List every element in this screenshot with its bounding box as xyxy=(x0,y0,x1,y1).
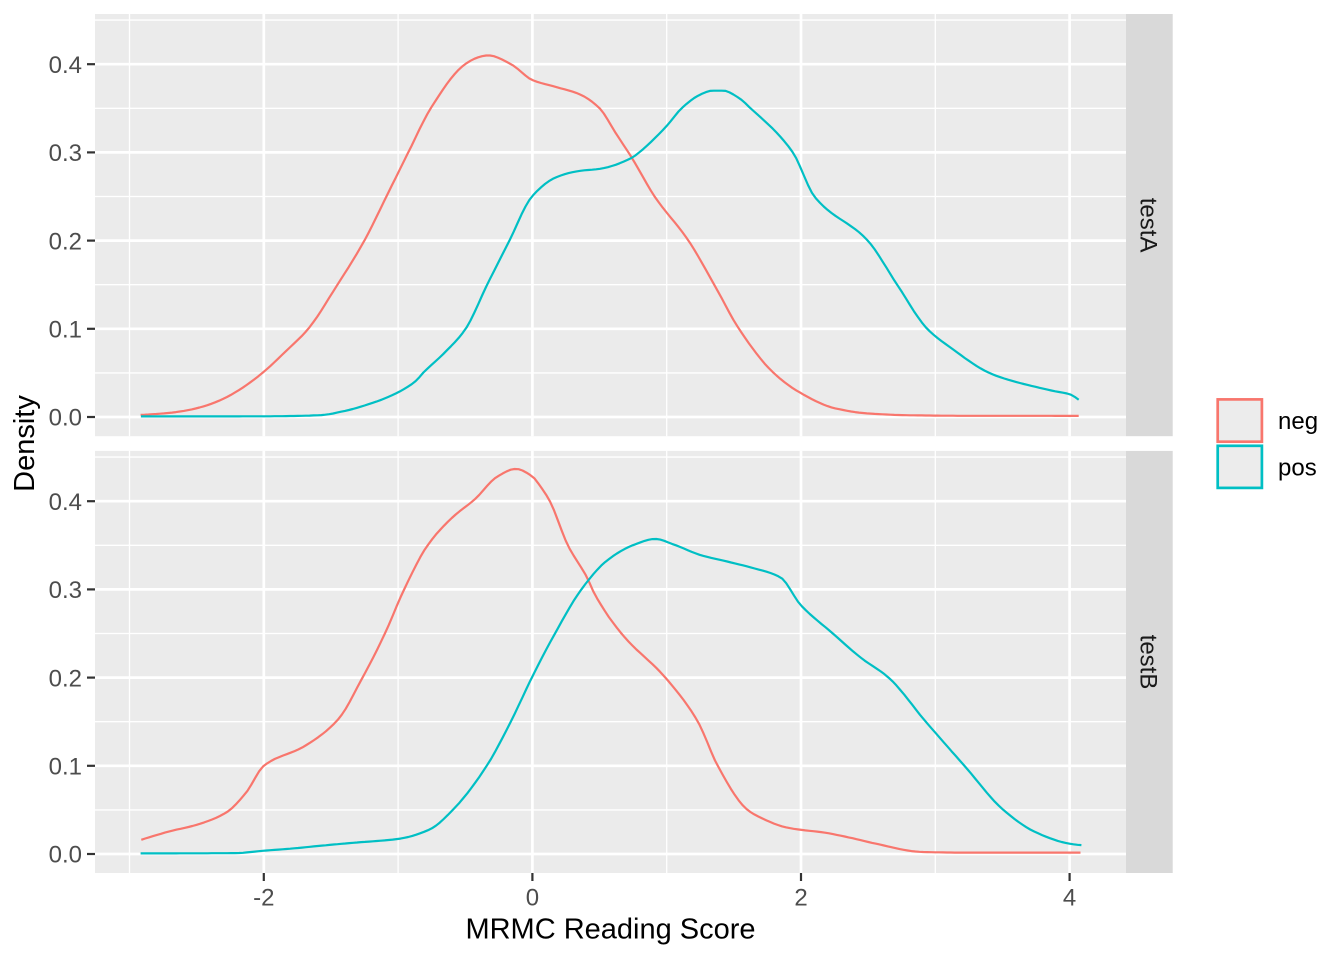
svg-text:4: 4 xyxy=(1063,885,1076,912)
svg-text:pos: pos xyxy=(1278,455,1317,482)
svg-text:neg: neg xyxy=(1278,408,1318,435)
svg-text:Density: Density xyxy=(9,395,41,492)
svg-text:0.1: 0.1 xyxy=(49,754,82,781)
svg-text:0.0: 0.0 xyxy=(49,842,82,869)
svg-text:testB: testB xyxy=(1135,635,1162,690)
svg-text:0.4: 0.4 xyxy=(49,52,82,79)
svg-text:0.2: 0.2 xyxy=(49,228,82,255)
svg-text:2: 2 xyxy=(794,885,807,912)
svg-text:0.2: 0.2 xyxy=(49,665,82,692)
svg-text:MRMC Reading Score: MRMC Reading Score xyxy=(465,914,755,946)
svg-text:0.3: 0.3 xyxy=(49,140,82,167)
svg-text:-2: -2 xyxy=(253,885,274,912)
svg-text:0.3: 0.3 xyxy=(49,577,82,604)
svg-text:testA: testA xyxy=(1135,198,1162,253)
svg-text:0: 0 xyxy=(526,885,539,912)
svg-text:0.0: 0.0 xyxy=(49,405,82,432)
svg-text:0.1: 0.1 xyxy=(49,317,82,344)
svg-text:0.4: 0.4 xyxy=(49,489,82,516)
